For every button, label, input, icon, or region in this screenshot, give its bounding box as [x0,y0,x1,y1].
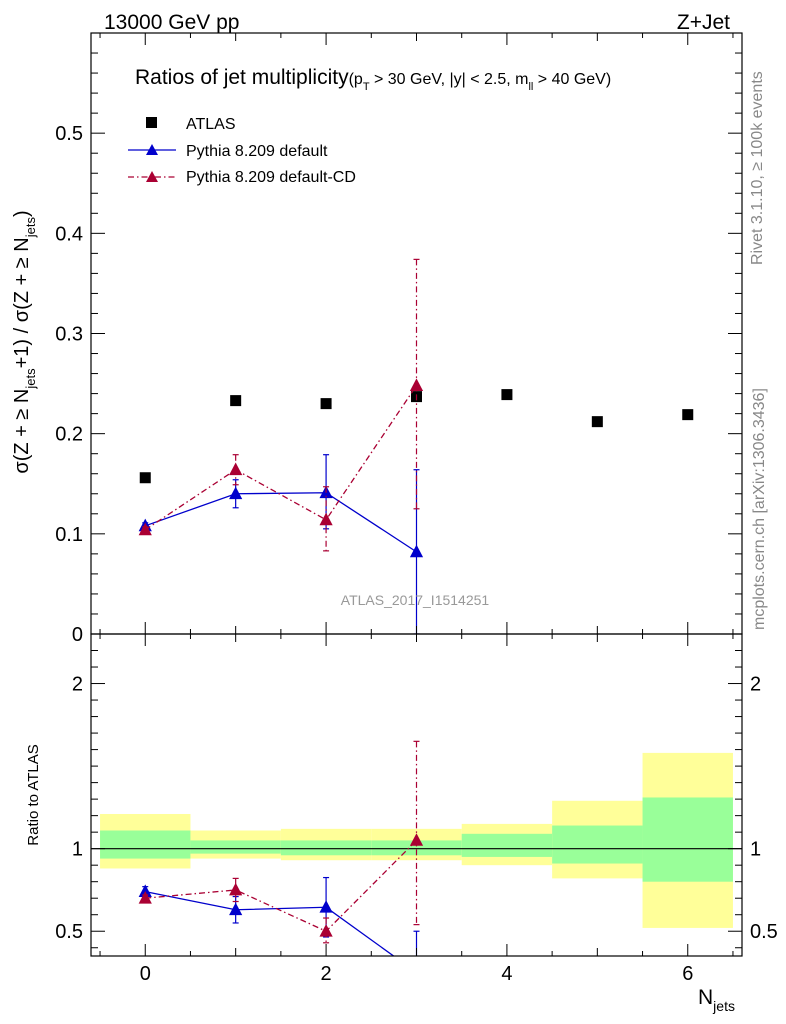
ylabel-ratio: Ratio to ATLAS [25,744,42,845]
ratio-default-line [145,890,395,956]
ytick-label-ratio-r-2: 2 [750,674,761,696]
axis-ticks: 0 2 4 6 0 0.1 0.2 0.3 0.4 0.5 0.5 0.5 1 1 2 2 [55,33,778,985]
plot-title-cuts-ll: ll [528,81,533,93]
atlas-point-4 [501,389,513,401]
ylabel-main-part1: jets [23,368,38,390]
ytick-label-ratio-l-0: 0.5 [55,921,83,943]
cd-point-1 [229,462,243,476]
cd-point-2 [319,512,333,526]
legend: ATLAS Pythia 8.209 default Pythia 8.209 … [128,116,356,186]
cd-point-3 [409,378,424,391]
band-inner-6 [642,797,733,882]
xlabel-sub: jets [712,998,735,1014]
legend-marker-cd [146,171,158,182]
ytick-label-ratio-l-2: 2 [72,674,83,696]
ratio-cd-point-2 [319,924,333,937]
ratio-cd-point-0 [138,891,152,904]
xlabel: Njets [698,986,735,1014]
default-point-1 [229,486,243,500]
ratio-cd-point-1 [229,882,243,896]
plot-title-cuts-t: T [363,81,370,93]
ylabel-main-part3: jets [23,217,38,239]
band-inner-5 [552,825,643,864]
cd-point-0 [138,522,152,536]
xtick-label-6: 6 [682,963,693,985]
ytick-label-main-3: 0.3 [55,324,83,346]
atlas-point-0 [139,472,151,484]
ytick-label-ratio-r-0: 0.5 [750,921,778,943]
ytick-label-main-1: 0.1 [55,524,83,546]
ratio-default-point-0 [138,884,152,897]
ylabel-main-part4: ) [11,210,33,217]
ytick-label-main-5: 0.5 [55,123,83,145]
band-inner-3 [371,840,462,856]
xlabel-base: N [698,986,713,1009]
legend-label-cd: Pythia 8.209 default-CD [186,169,356,186]
legend-marker-atlas [146,117,157,128]
default-point-3 [409,544,424,558]
xtick-label-4: 4 [501,963,512,985]
ratio-default-point-3 [410,965,423,978]
atlas-point-2 [320,398,332,410]
atlas-point-1 [230,395,242,407]
analysis-tag: ATLAS_2017_I1514251 [341,592,490,608]
legend-label-atlas: ATLAS [186,116,236,133]
rivet-label: Rivet 3.1.10, ≥ 100k events [749,71,766,265]
ratio-series [138,740,424,978]
legend-label-default: Pythia 8.209 default [186,143,328,160]
plot-title-cuts-mid: > 30 GeV, |y| < 2.5, m [370,71,529,88]
band-inner-1 [190,840,281,854]
ytick-label-main-0: 0 [72,624,83,646]
band-inner-0 [100,830,191,859]
plot-title-cuts-p: (p [349,71,363,88]
ytick-label-ratio-r-1: 1 [750,839,761,861]
legend-marker-default [146,144,158,155]
ylabel-main-part0: σ(Z + ≥ N [11,389,33,474]
xtick-label-2: 2 [321,963,332,985]
ratio-default-point-2 [319,900,333,913]
ylabel-main: σ(Z + ≥ Njets+1) / σ(Z + ≥ Njets) [11,210,38,473]
ytick-label-main-2: 0.2 [55,424,83,446]
ytick-label-main-4: 0.4 [55,223,83,245]
xtick-label-0: 0 [140,963,151,985]
default-line [145,492,417,553]
ratio-default-point-1 [229,902,243,916]
main-series [138,258,694,634]
ytick-label-ratio-l-1: 1 [72,839,83,861]
cd-line [144,385,418,531]
band-inner-2 [280,840,372,856]
plot-title-main: Ratios of jet multiplicity [135,66,349,89]
ratio-cd-line [145,839,417,933]
process-label: Z+Jet [677,11,730,34]
energy-label: 13000 GeV pp [104,11,239,34]
plot-title: Ratios of jet multiplicity(pT > 30 GeV, … [135,66,611,93]
atlas-point-6 [682,409,694,421]
ylabel-main-part2: +1) / σ(Z + ≥ N [11,237,33,368]
ratio-cd-point-3 [409,833,424,846]
atlas-point-5 [591,416,603,428]
uncertainty-bands [91,752,742,928]
mcplots-label: mcplots.cern.ch [arXiv:1306.3436] [751,388,768,630]
plot-title-cuts-end: > 40 GeV) [533,71,611,88]
band-inner-4 [461,833,553,857]
